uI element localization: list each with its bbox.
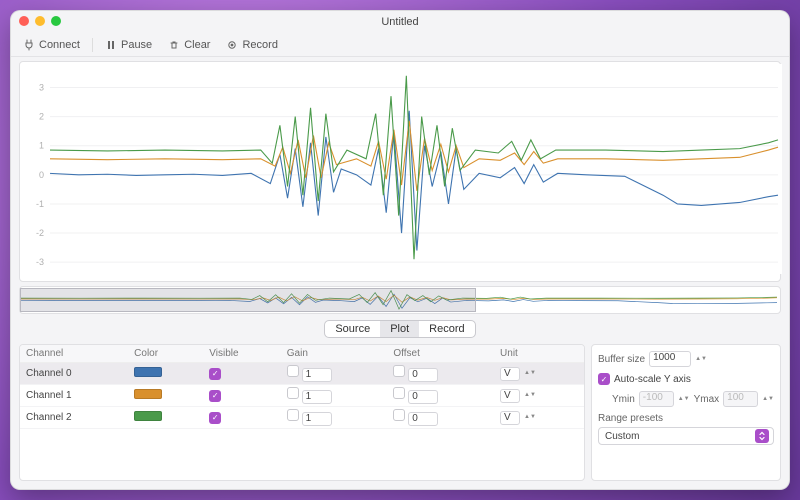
close-window-button[interactable] xyxy=(19,16,29,26)
unit-stepper[interactable]: ▲▼ xyxy=(524,415,536,420)
pause-label: Pause xyxy=(121,39,152,51)
connect-button[interactable]: Connect xyxy=(17,37,86,53)
window-title: Untitled xyxy=(381,16,418,28)
overview-range-selector[interactable] xyxy=(20,288,476,312)
buffer-size-stepper[interactable]: ▲▼ xyxy=(695,357,707,362)
config-tabs-row: SourcePlotRecord xyxy=(19,318,781,340)
window-controls xyxy=(19,16,61,26)
plug-icon xyxy=(23,39,35,51)
column-gain[interactable]: Gain xyxy=(281,345,388,363)
ymin-input[interactable]: -100 xyxy=(639,391,674,407)
table-row[interactable]: Channel 1 ✓ 1 0 V ▲▼ xyxy=(20,385,584,407)
config-tabs[interactable]: SourcePlotRecord xyxy=(324,320,475,338)
chevron-updown-icon xyxy=(755,429,769,443)
minimize-window-button[interactable] xyxy=(35,16,45,26)
range-preset-select[interactable]: Custom xyxy=(598,427,774,445)
record-button[interactable]: Record xyxy=(220,37,283,53)
column-channel[interactable]: Channel xyxy=(20,345,128,363)
gain-checkbox[interactable] xyxy=(287,365,299,377)
overview-panel[interactable] xyxy=(19,286,781,314)
plot-settings-panel: Buffer size 1000 ▲▼ ✓ Auto-scale Y axis … xyxy=(591,344,781,481)
channel-name: Channel 1 xyxy=(20,385,128,407)
range-preset-value: Custom xyxy=(605,431,639,442)
toolbar-separator xyxy=(92,38,93,52)
channel-visible-checkbox[interactable]: ✓ xyxy=(209,390,221,402)
svg-text:0: 0 xyxy=(39,170,44,180)
gain-field[interactable]: 1 xyxy=(302,390,332,404)
channel-table[interactable]: ChannelColorVisibleGainOffsetUnit Channe… xyxy=(20,345,584,429)
gain-field[interactable]: 1 xyxy=(302,368,332,382)
record-label: Record xyxy=(242,39,277,51)
clear-label: Clear xyxy=(184,39,210,51)
record-icon xyxy=(226,39,238,51)
unit-stepper[interactable]: ▲▼ xyxy=(524,393,536,398)
tab-source[interactable]: Source xyxy=(325,321,380,337)
svg-text:-1: -1 xyxy=(36,199,44,209)
connect-label: Connect xyxy=(39,39,80,51)
waveform-plot[interactable]: -3 -2 -1 0 1 2 3 xyxy=(22,64,782,274)
svg-text:-2: -2 xyxy=(36,228,44,238)
plot-panel[interactable]: -3 -2 -1 0 1 2 3 xyxy=(19,61,781,282)
channel-name: Channel 0 xyxy=(20,363,128,385)
column-offset[interactable]: Offset xyxy=(387,345,494,363)
channel-visible-checkbox[interactable]: ✓ xyxy=(209,412,221,424)
channel-color-swatch[interactable] xyxy=(134,367,162,377)
column-visible[interactable]: Visible xyxy=(203,345,281,363)
zoom-window-button[interactable] xyxy=(51,16,61,26)
unit-field[interactable]: V xyxy=(500,389,520,403)
channel-color-swatch[interactable] xyxy=(134,389,162,399)
range-presets-label: Range presets xyxy=(598,413,774,424)
trash-icon xyxy=(168,39,180,51)
titlebar: Untitled xyxy=(11,11,789,33)
offset-checkbox[interactable] xyxy=(393,365,405,377)
ymax-input[interactable]: 100 xyxy=(723,391,758,407)
channel-table-header: ChannelColorVisibleGainOffsetUnit xyxy=(20,345,584,363)
offset-checkbox[interactable] xyxy=(393,387,405,399)
channel-table-body: Channel 0✓ 1 0V▲▼Channel 1✓ 1 0V▲▼Channe… xyxy=(20,363,584,429)
clear-button[interactable]: Clear xyxy=(162,37,216,53)
tab-record[interactable]: Record xyxy=(419,321,474,337)
pause-button[interactable]: Pause xyxy=(99,37,158,53)
channel-table-panel: ChannelColorVisibleGainOffsetUnit Channe… xyxy=(19,344,585,481)
ymin-stepper[interactable]: ▲▼ xyxy=(678,397,690,402)
column-color[interactable]: Color xyxy=(128,345,203,363)
svg-text:2: 2 xyxy=(39,112,44,122)
content-area: -3 -2 -1 0 1 2 3 SourcePlotRecord ChannelColor… xyxy=(11,57,789,489)
config-panels: ChannelColorVisibleGainOffsetUnit Channe… xyxy=(19,344,781,481)
svg-text:1: 1 xyxy=(39,141,44,151)
gain-field[interactable]: 1 xyxy=(302,412,332,426)
offset-field[interactable]: 0 xyxy=(408,390,438,404)
gain-checkbox[interactable] xyxy=(287,409,299,421)
column-unit[interactable]: Unit xyxy=(494,345,584,363)
unit-stepper[interactable]: ▲▼ xyxy=(524,371,536,376)
pause-icon xyxy=(105,39,117,51)
ymax-stepper[interactable]: ▲▼ xyxy=(762,397,774,402)
ymax-label: Ymax xyxy=(694,394,720,405)
table-row[interactable]: Channel 0 ✓ 1 0 V ▲▼ xyxy=(20,363,584,385)
offset-field[interactable]: 0 xyxy=(408,368,438,382)
app-window: Untitled Connect Pause Clear Recor xyxy=(10,10,790,490)
table-row[interactable]: Channel 2 ✓ 1 0 V ▲▼ xyxy=(20,407,584,429)
unit-field[interactable]: V xyxy=(500,367,520,381)
offset-field[interactable]: 0 xyxy=(408,412,438,426)
svg-text:-3: -3 xyxy=(36,257,44,267)
autoscale-checkbox[interactable]: ✓ xyxy=(598,373,610,385)
ymin-label: Ymin xyxy=(612,394,635,405)
unit-field[interactable]: V xyxy=(500,411,520,425)
channel-color-swatch[interactable] xyxy=(134,411,162,421)
channel-name: Channel 2 xyxy=(20,407,128,429)
autoscale-label: Auto-scale Y axis xyxy=(614,374,691,385)
channel-visible-checkbox[interactable]: ✓ xyxy=(209,368,221,380)
offset-checkbox[interactable] xyxy=(393,409,405,421)
toolbar: Connect Pause Clear Record xyxy=(11,33,789,57)
gain-checkbox[interactable] xyxy=(287,387,299,399)
buffer-size-label: Buffer size xyxy=(598,354,645,365)
svg-text:3: 3 xyxy=(39,82,44,92)
tab-plot[interactable]: Plot xyxy=(380,321,419,337)
buffer-size-input[interactable]: 1000 xyxy=(649,351,691,367)
